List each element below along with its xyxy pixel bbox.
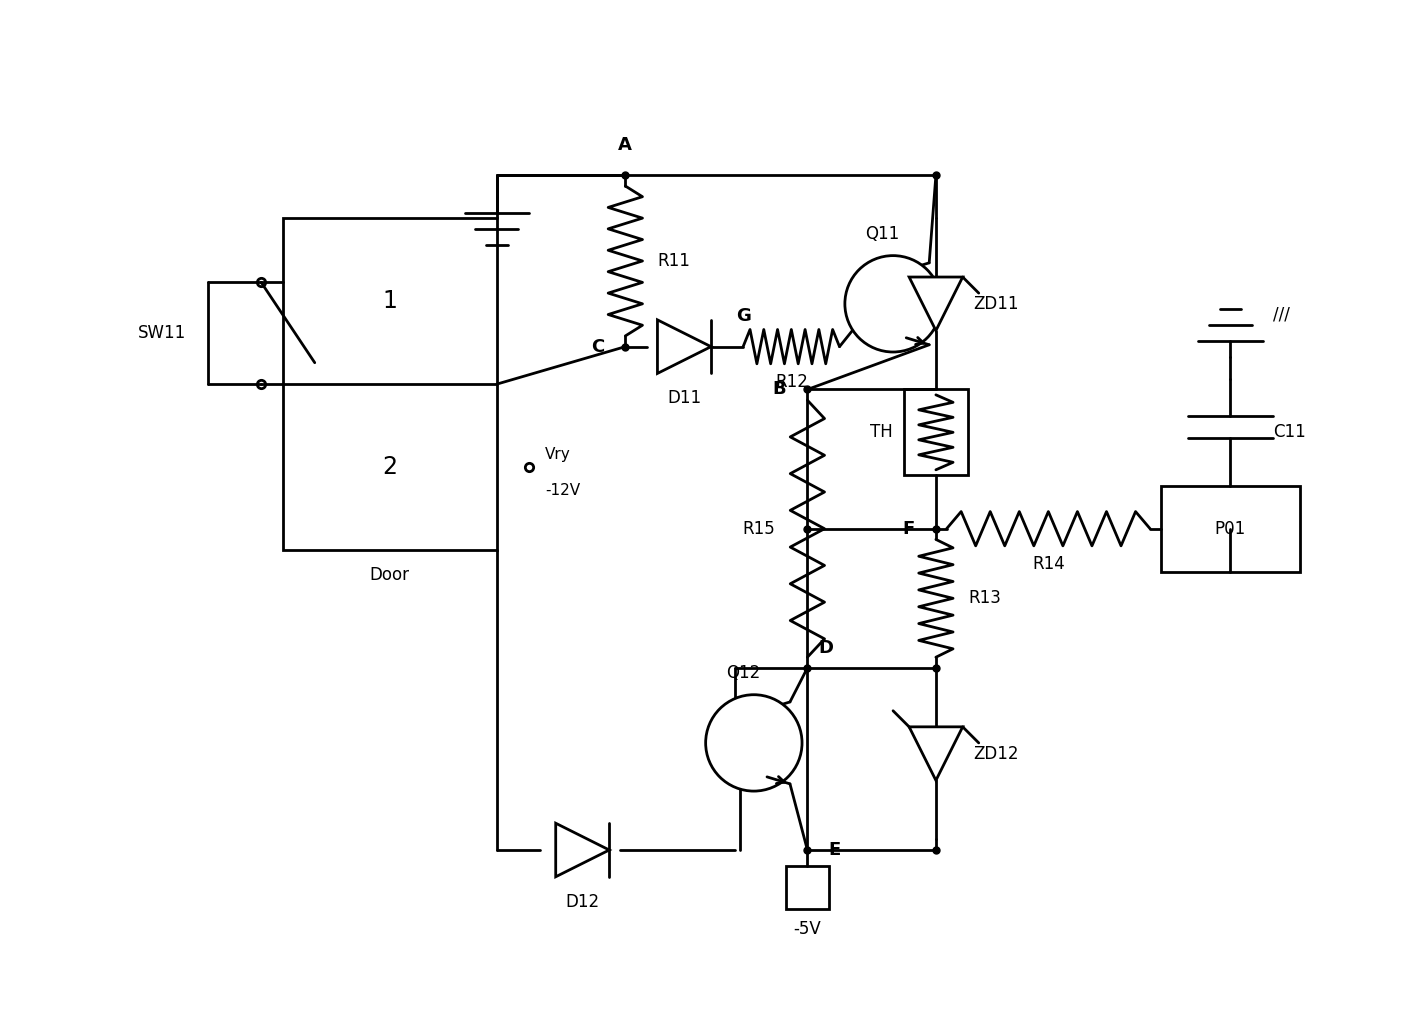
Text: Q11: Q11 — [865, 225, 900, 242]
Text: ZD12: ZD12 — [974, 745, 1020, 762]
Text: ZD11: ZD11 — [974, 295, 1020, 313]
Text: E: E — [829, 841, 840, 859]
Text: C: C — [590, 338, 604, 355]
Bar — [283, 219, 496, 550]
Text: SW11: SW11 — [138, 324, 186, 342]
Bar — [904, 390, 968, 476]
Text: G: G — [735, 308, 751, 325]
Text: 2: 2 — [383, 455, 397, 479]
Text: 1: 1 — [383, 289, 397, 313]
Circle shape — [705, 695, 802, 792]
Text: TH: TH — [870, 424, 893, 441]
Text: R14: R14 — [1032, 555, 1065, 574]
Text: R15: R15 — [742, 520, 775, 538]
Text: Q12: Q12 — [727, 664, 761, 682]
Text: D: D — [818, 639, 833, 657]
Bar — [786, 866, 829, 909]
Circle shape — [845, 256, 941, 352]
Text: P01: P01 — [1214, 520, 1246, 538]
Text: -5V: -5V — [793, 920, 822, 938]
Polygon shape — [556, 824, 609, 876]
Text: R13: R13 — [968, 589, 1001, 607]
Text: Door: Door — [370, 567, 410, 584]
Text: Vry: Vry — [545, 447, 570, 462]
Text: C11: C11 — [1273, 424, 1305, 441]
Text: D12: D12 — [566, 893, 600, 911]
Text: R12: R12 — [775, 373, 808, 392]
Text: D11: D11 — [667, 390, 701, 407]
Polygon shape — [657, 320, 711, 373]
Text: A: A — [619, 136, 633, 154]
Polygon shape — [909, 277, 963, 330]
Text: B: B — [772, 380, 786, 399]
Text: R11: R11 — [657, 252, 690, 270]
Text: ///: /// — [1273, 306, 1290, 323]
Polygon shape — [909, 727, 963, 780]
Bar — [1160, 486, 1300, 572]
Text: -12V: -12V — [545, 483, 580, 498]
Text: F: F — [902, 520, 914, 538]
